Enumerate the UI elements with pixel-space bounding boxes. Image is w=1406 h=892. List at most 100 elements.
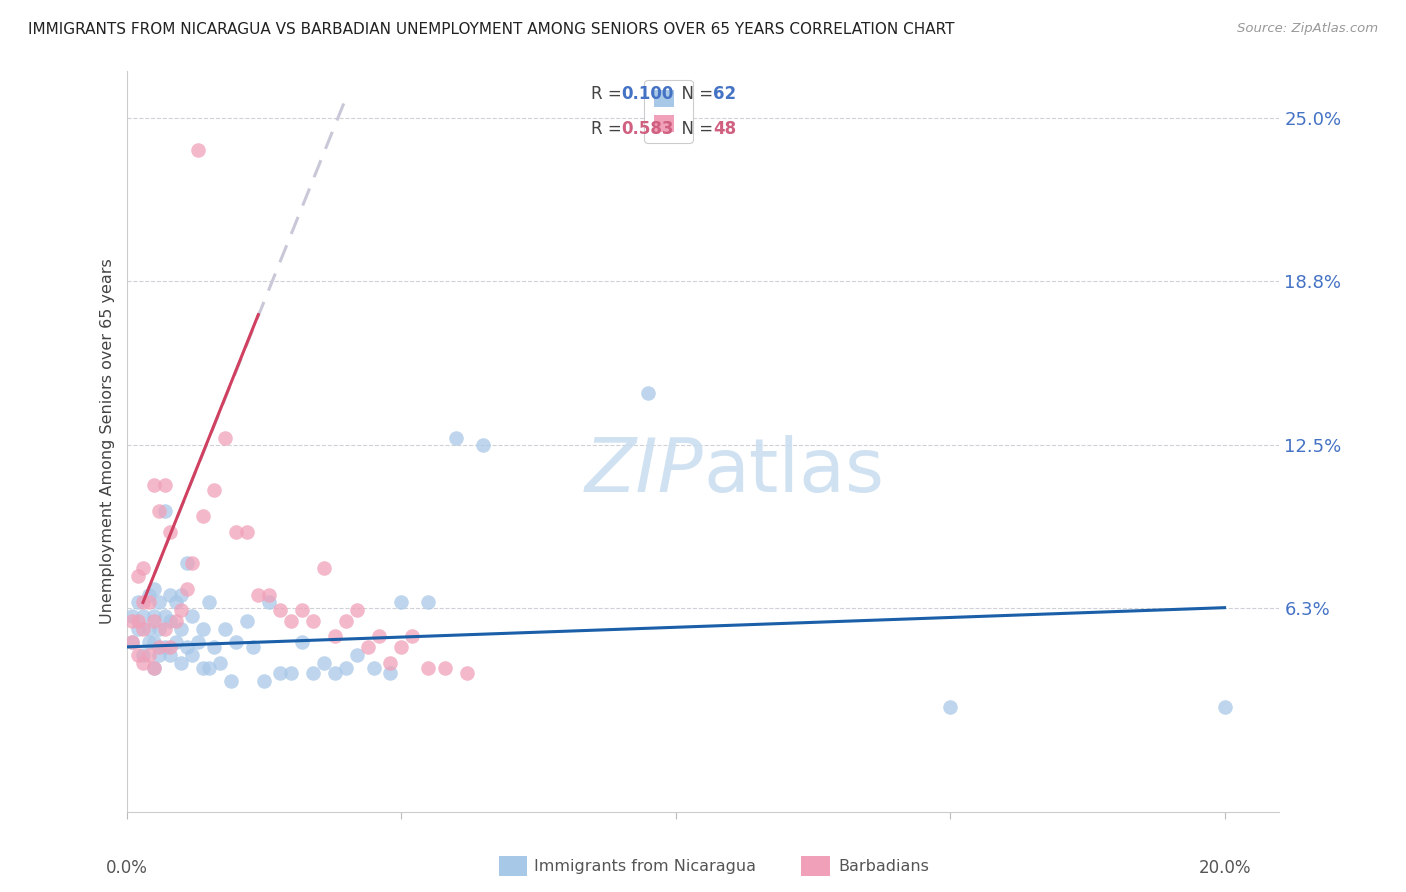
Point (127, 622, 149, 636)
Point (132, 595, 155, 609)
Point (291, 603, 314, 617)
Point (637, 386, 659, 401)
Point (456, 666, 478, 681)
Point (187, 634, 209, 648)
Point (176, 640, 198, 654)
Point (143, 661, 166, 675)
Text: Immigrants from Nicaragua: Immigrants from Nicaragua (534, 859, 756, 873)
Text: Barbadians: Barbadians (838, 859, 929, 873)
Point (247, 588, 270, 602)
Point (302, 666, 325, 681)
Point (159, 648, 181, 662)
Point (148, 595, 170, 609)
Point (214, 431, 236, 445)
Point (148, 622, 170, 636)
Point (153, 640, 176, 654)
Point (1213, 700, 1236, 714)
Point (291, 634, 314, 648)
Point (127, 648, 149, 662)
Point (132, 656, 155, 670)
Point (143, 614, 166, 628)
Point (323, 629, 346, 643)
Text: Source: ZipAtlas.com: Source: ZipAtlas.com (1237, 22, 1378, 36)
Point (433, 661, 456, 675)
Point (939, 700, 962, 714)
Point (148, 648, 170, 662)
Point (138, 634, 160, 648)
Point (170, 588, 193, 602)
Point (269, 603, 291, 617)
Point (346, 603, 368, 617)
Point (418, 595, 440, 609)
Point (269, 666, 291, 681)
Point (389, 595, 412, 609)
Point (193, 622, 215, 636)
Point (153, 477, 176, 491)
Y-axis label: Unemployment Among Seniors over 65 years: Unemployment Among Seniors over 65 years (100, 259, 115, 624)
Point (225, 524, 247, 539)
Point (148, 504, 170, 518)
Point (138, 595, 160, 609)
Point (153, 622, 176, 636)
Point (302, 614, 325, 628)
Point (127, 595, 149, 609)
Point (193, 661, 215, 675)
Point (121, 634, 143, 648)
Point (242, 640, 264, 654)
Point (236, 614, 259, 628)
Point (153, 608, 176, 623)
Point (181, 648, 204, 662)
Point (165, 614, 187, 628)
Point (208, 656, 231, 670)
Point (368, 629, 391, 643)
Text: atlas: atlas (703, 434, 884, 508)
Point (418, 661, 440, 675)
Point (259, 588, 281, 602)
Text: 62: 62 (713, 85, 735, 103)
Point (335, 614, 357, 628)
Point (170, 603, 193, 617)
Point (401, 629, 423, 643)
Point (176, 582, 198, 597)
Legend: , : , (644, 79, 693, 143)
Text: IMMIGRANTS FROM NICARAGUA VS BARBADIAN UNEMPLOYMENT AMONG SENIORS OVER 65 YEARS : IMMIGRANTS FROM NICARAGUA VS BARBADIAN U… (28, 22, 955, 37)
Point (323, 666, 346, 681)
Point (165, 634, 187, 648)
Text: 20.0%: 20.0% (1198, 859, 1251, 877)
Point (165, 595, 187, 609)
Point (346, 648, 368, 662)
Point (280, 614, 302, 628)
Point (181, 608, 204, 623)
Text: 0.583: 0.583 (621, 120, 673, 138)
Point (132, 622, 155, 636)
Text: R =: R = (591, 120, 627, 138)
Point (121, 614, 143, 628)
Text: N =: N = (671, 85, 718, 103)
Point (159, 524, 181, 539)
Point (148, 640, 170, 654)
Point (357, 640, 380, 654)
Point (127, 614, 149, 628)
Point (121, 634, 143, 648)
Point (214, 622, 236, 636)
Point (444, 431, 467, 445)
Point (202, 483, 225, 497)
Point (127, 569, 149, 583)
Point (280, 666, 302, 681)
Point (138, 648, 160, 662)
Text: 48: 48 (713, 120, 735, 138)
Point (159, 588, 181, 602)
Point (143, 661, 166, 675)
Point (202, 640, 225, 654)
Text: R =: R = (591, 85, 627, 103)
Point (193, 509, 215, 524)
Point (132, 561, 155, 575)
Point (259, 595, 281, 609)
Point (335, 661, 357, 675)
Point (121, 608, 143, 623)
Point (472, 438, 495, 452)
Point (314, 656, 336, 670)
Point (219, 673, 242, 688)
Point (143, 477, 166, 491)
Point (132, 648, 155, 662)
